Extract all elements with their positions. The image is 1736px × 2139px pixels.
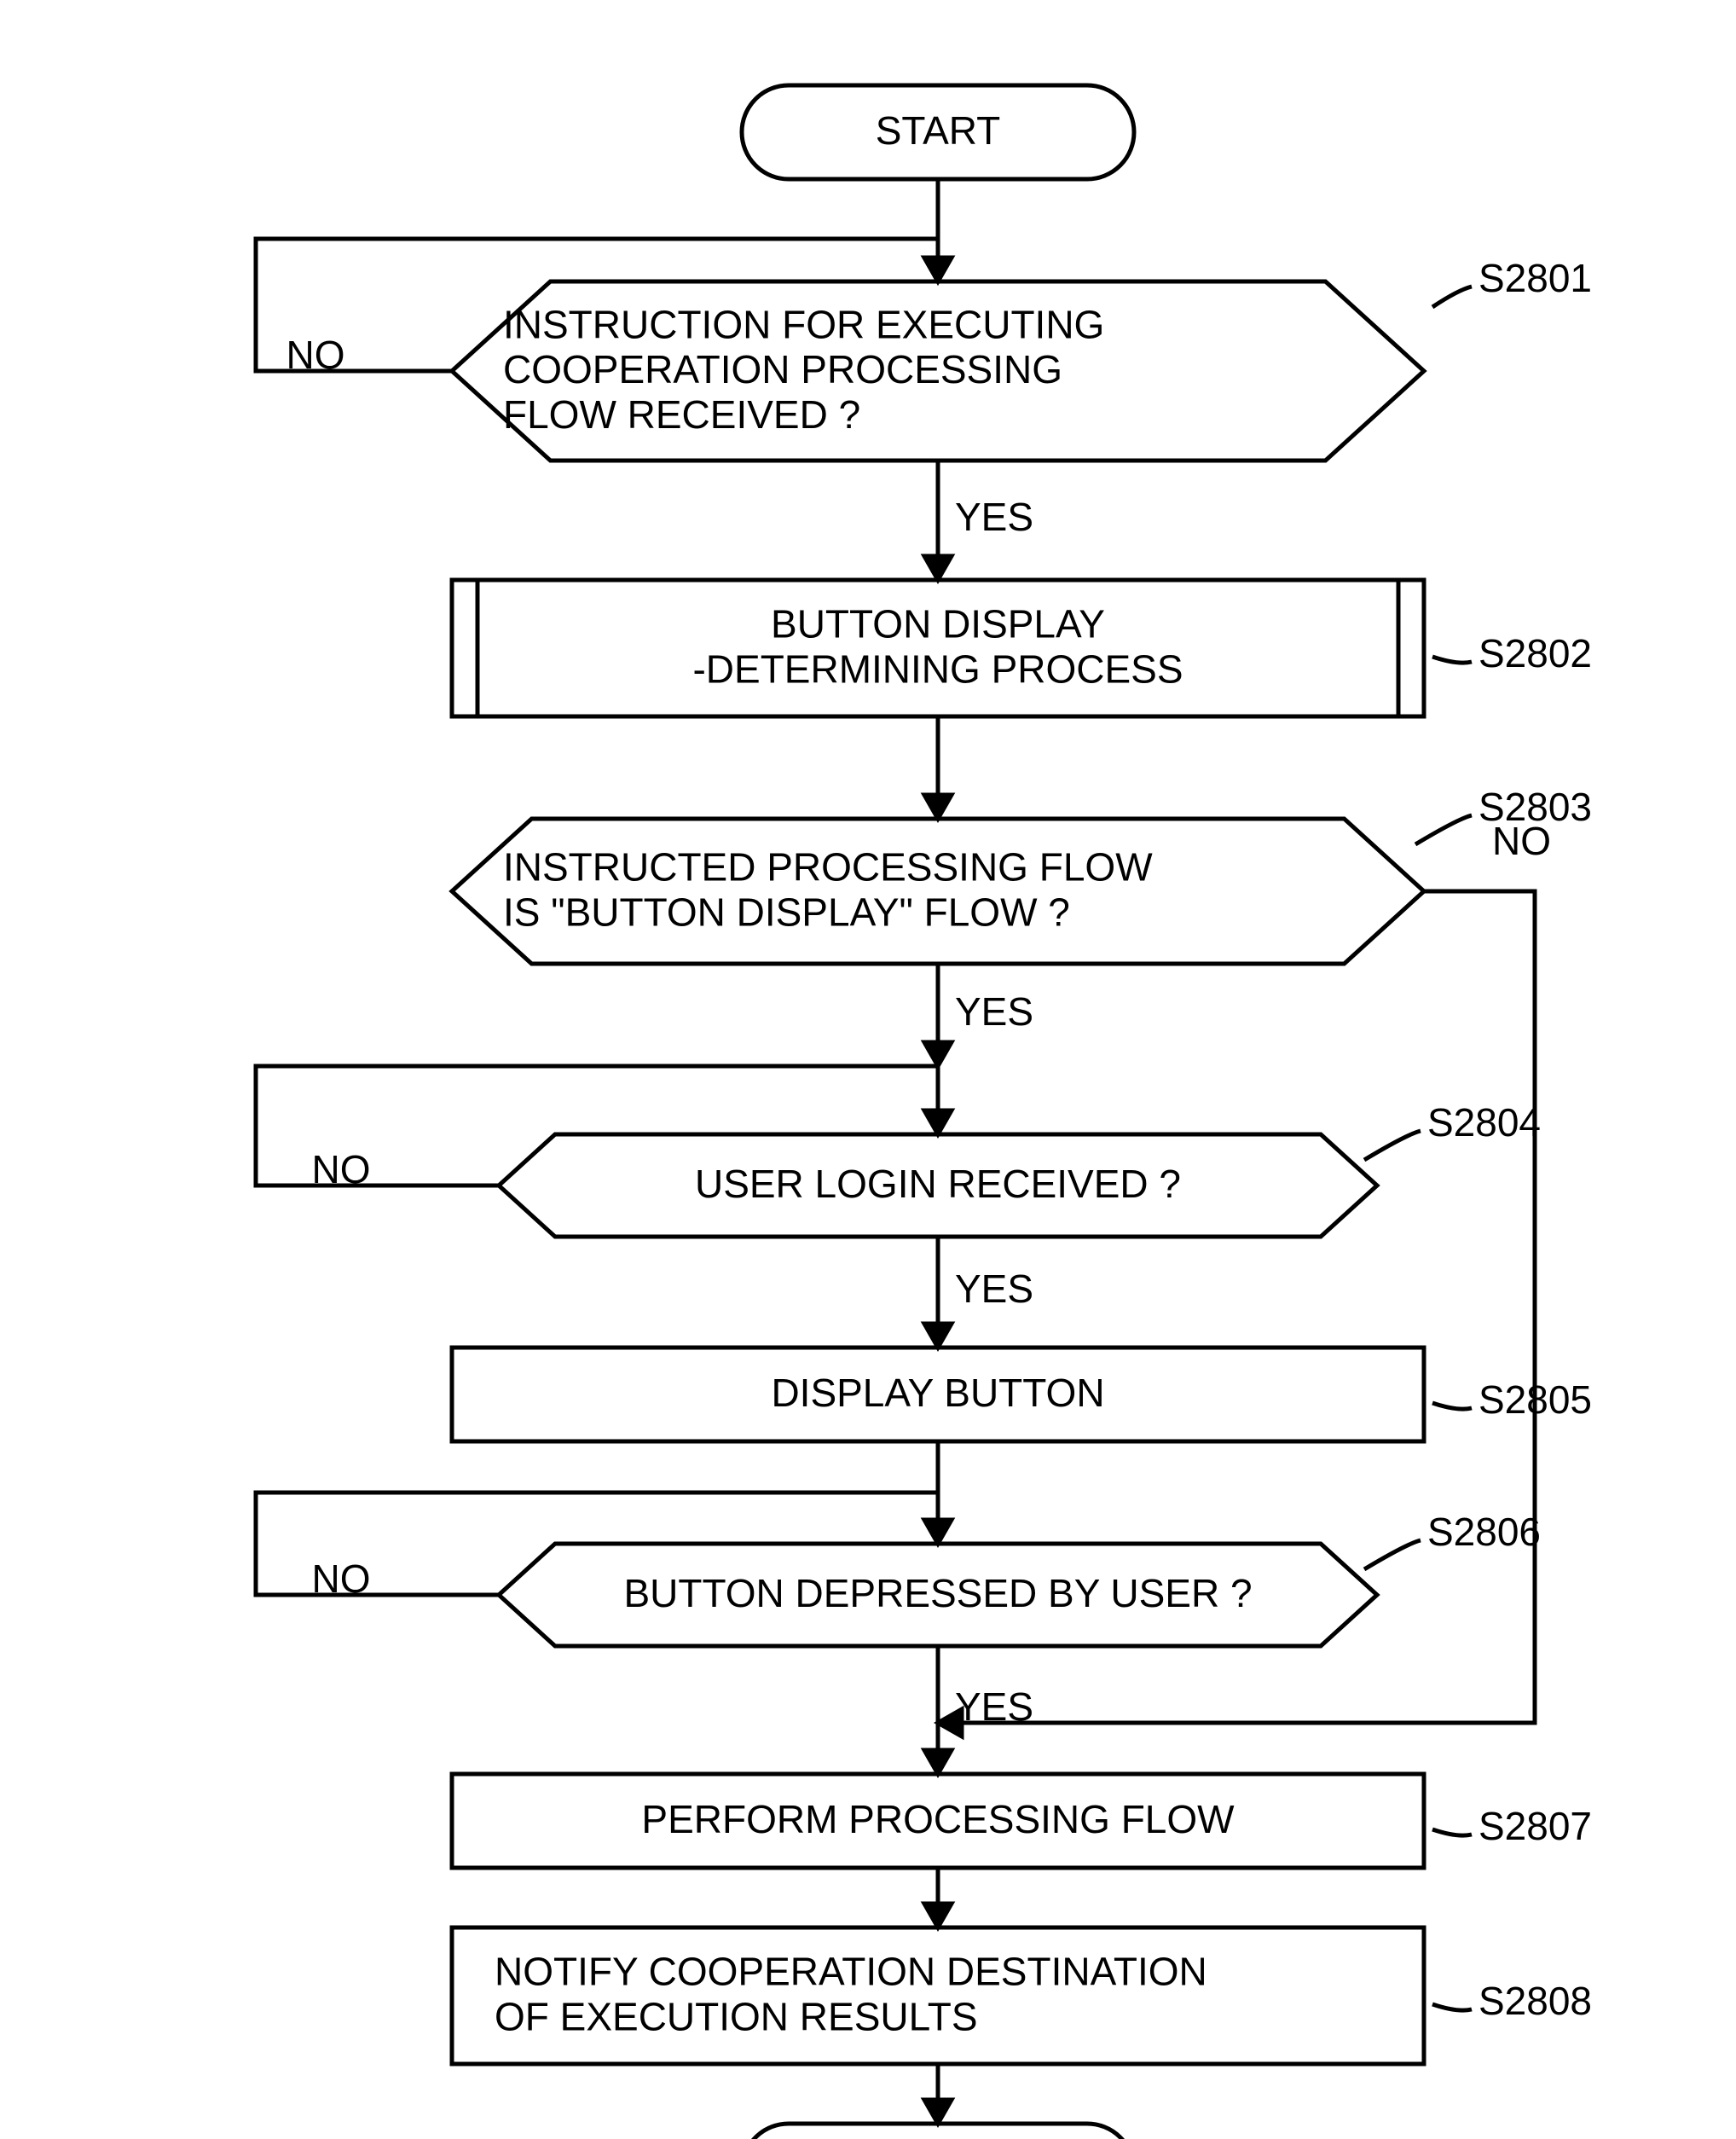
edge-7: YES (924, 1237, 1033, 1348)
svg-text:START: START (876, 108, 1001, 153)
svg-text:NOTIFY COOPERATION DESTINATION: NOTIFY COOPERATION DESTINATION (495, 1950, 1207, 1994)
edge-6 (256, 1066, 952, 1134)
flowchart: START INSTRUCTION FOR EXECUTINGCOOPERATIO… (0, 0, 1736, 2139)
step-label-s2804: S2804 (1364, 1100, 1541, 1160)
node-s2802: BUTTON DISPLAY-DETERMINING PROCESS (452, 580, 1424, 716)
step-label-s2801: S2801 (1432, 256, 1592, 307)
svg-text:S2801: S2801 (1478, 256, 1592, 300)
node-start: START (742, 85, 1134, 179)
svg-text:NO: NO (312, 1556, 371, 1601)
svg-text:NO: NO (312, 1147, 371, 1191)
step-label-s2807: S2807 (1432, 1804, 1592, 1848)
node-s2804: USER LOGIN RECEIVED ? (499, 1134, 1377, 1237)
svg-text:DISPLAY BUTTON: DISPLAY BUTTON (771, 1371, 1104, 1415)
svg-text:S2802: S2802 (1478, 631, 1592, 675)
node-s2801: INSTRUCTION FOR EXECUTINGCOOPERATION PRO… (452, 281, 1424, 461)
step-label-s2802: S2802 (1432, 631, 1592, 675)
svg-text:INSTRUCTION FOR EXECUTING: INSTRUCTION FOR EXECUTING (503, 302, 1104, 346)
step-label-s2808: S2808 (1432, 1979, 1592, 2023)
svg-text:S2804: S2804 (1427, 1100, 1541, 1145)
node-s2807: PERFORM PROCESSING FLOW (452, 1774, 1424, 1868)
svg-text:INSTRUCTED PROCESSING FLOW: INSTRUCTED PROCESSING FLOW (503, 845, 1153, 890)
svg-text:BUTTON DISPLAY: BUTTON DISPLAY (771, 602, 1105, 646)
edge-3 (924, 716, 952, 819)
svg-text:FLOW RECEIVED ?: FLOW RECEIVED ? (503, 392, 860, 437)
svg-text:-DETERMINING PROCESS: -DETERMINING PROCESS (692, 647, 1183, 692)
step-label-s2805: S2805 (1432, 1377, 1592, 1422)
edge-10: YES (924, 1646, 1033, 1774)
svg-text:USER LOGIN RECEIVED ?: USER LOGIN RECEIVED ? (695, 1162, 1181, 1206)
svg-text:YES: YES (955, 1684, 1033, 1729)
node-s2808: NOTIFY COOPERATION DESTINATIONOF EXECUTI… (452, 1927, 1424, 2064)
svg-text:YES: YES (955, 1267, 1033, 1311)
edge-1: YES (924, 461, 1033, 580)
svg-text:S2808: S2808 (1478, 1979, 1592, 2023)
node-s2806: BUTTON DEPRESSED BY USER ? (499, 1544, 1377, 1646)
svg-text:OF EXECUTION RESULTS: OF EXECUTION RESULTS (495, 1995, 978, 2039)
edge-13 (924, 1868, 952, 1927)
svg-text:COOPERATION PROCESSING: COOPERATION PROCESSING (503, 347, 1062, 391)
node-s2805: DISPLAY BUTTON (452, 1348, 1424, 1441)
svg-text:S2807: S2807 (1478, 1804, 1592, 1848)
svg-text:IS "BUTTON DISPLAY" FLOW ?: IS "BUTTON DISPLAY" FLOW ? (503, 890, 1070, 935)
edge-4: YES (924, 964, 1033, 1066)
svg-text:S2806: S2806 (1427, 1510, 1541, 1554)
node-s2803: INSTRUCTED PROCESSING FLOWIS "BUTTON DIS… (452, 819, 1424, 964)
svg-text:PERFORM PROCESSING FLOW: PERFORM PROCESSING FLOW (641, 1797, 1235, 1841)
svg-text:YES: YES (955, 495, 1033, 539)
svg-text:BUTTON DEPRESSED BY USER ?: BUTTON DEPRESSED BY USER ? (623, 1571, 1252, 1615)
step-label-s2806: S2806 (1364, 1510, 1541, 1569)
edge-9 (256, 1493, 952, 1544)
svg-text:YES: YES (955, 989, 1033, 1034)
svg-text:NO: NO (1492, 819, 1551, 863)
svg-text:NO: NO (286, 333, 345, 377)
edge-14 (924, 2064, 952, 2124)
